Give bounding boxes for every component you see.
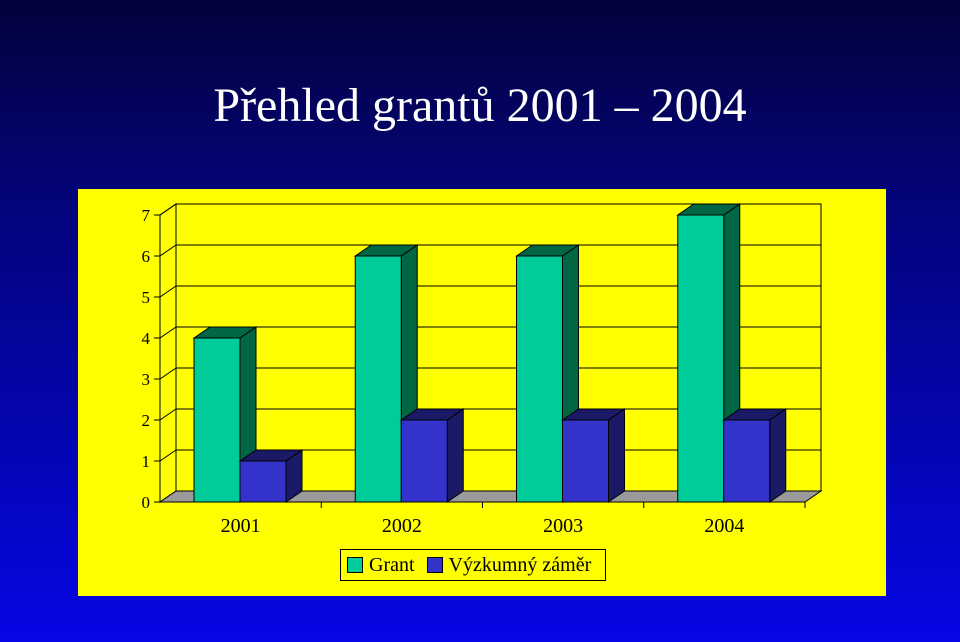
bar-vyzkumny-zamer-2004: [722, 408, 788, 503]
legend: Grant Výzkumný záměr: [340, 549, 607, 581]
y-tick-label: 2: [142, 411, 151, 430]
legend-swatch-vyzkumny-zamer: [426, 557, 443, 573]
bar-front: [239, 460, 287, 503]
x-tick-label: 2001: [221, 515, 261, 537]
gridline-diagonal: [159, 244, 177, 257]
bar-front: [562, 419, 609, 503]
legend-item-vyzkumny-zamer: Výzkumný záměr: [426, 553, 592, 577]
legend-label-vyzkumny-zamer: Výzkumný záměr: [448, 553, 592, 576]
y-tick-label: 0: [142, 493, 151, 512]
gridline-diagonal: [159, 449, 177, 462]
gridline-diagonal: [159, 367, 177, 380]
bar-vyzkumny-zamer-2003: [560, 408, 627, 503]
legend-label-grant: Grant: [369, 553, 415, 576]
gridline-diagonal: [159, 408, 177, 421]
y-tick-label: 4: [142, 329, 151, 348]
bar-front: [193, 337, 241, 503]
bar-front: [354, 255, 402, 503]
chart-area: 0 1 2 3 4 5 6 7 2001 2002 2003 2004 Grant Výzkumný …: [78, 189, 886, 596]
gridline-diagonal: [159, 203, 177, 216]
bar-front: [400, 419, 448, 503]
x-tick-label: 2003: [543, 515, 583, 537]
legend-swatch-grant: [347, 557, 363, 573]
bar-side: [608, 408, 625, 503]
bar-front: [516, 255, 563, 503]
y-tick-label: 6: [142, 247, 151, 266]
y-tick-label: 3: [142, 370, 151, 389]
legend-item-grant: Grant: [347, 554, 415, 577]
bar-vyzkumny-zamer-2002: [399, 408, 465, 503]
y-tick-label: 1: [142, 452, 151, 471]
bar-front: [723, 419, 771, 503]
x-tick-label: 2004: [704, 515, 744, 537]
bar-vyzkumny-zamer-2001: [238, 449, 304, 503]
bar-chart: 0 1 2 3 4 5 6 7 2001 2002 2003 2004: [142, 203, 823, 537]
bar-side: [769, 408, 787, 503]
bar-side: [446, 408, 464, 503]
gridline-diagonal: [159, 326, 177, 339]
slide-title: Přehled grantů 2001 – 2004: [213, 79, 747, 132]
bar-front: [677, 214, 725, 503]
side-wall: [159, 203, 177, 503]
y-tick-label: 7: [142, 206, 151, 225]
x-tick-label: 2002: [382, 515, 422, 537]
y-tick-label: 5: [142, 288, 151, 307]
gridline-diagonal: [159, 285, 177, 298]
